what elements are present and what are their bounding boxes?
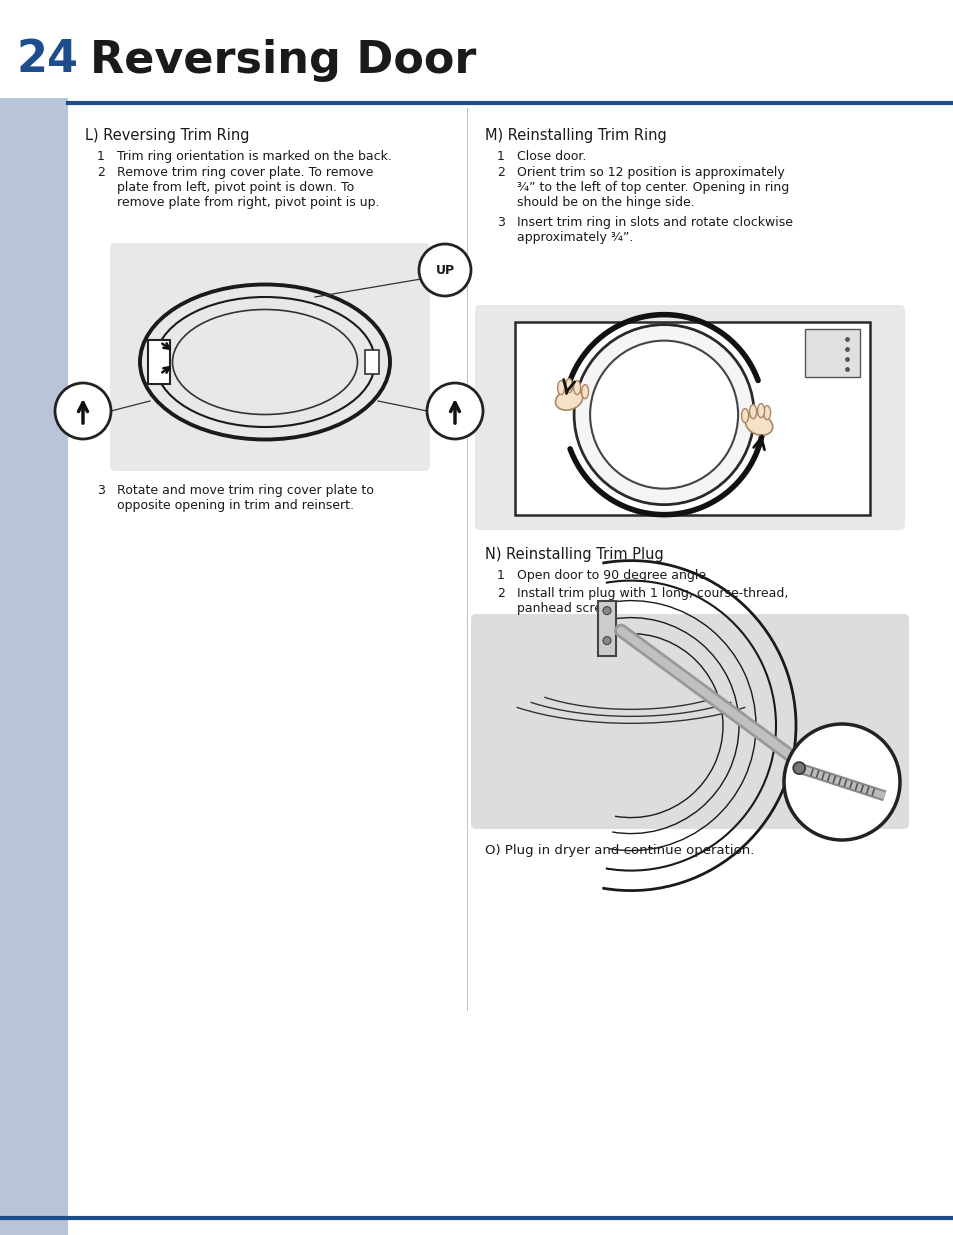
Text: 1: 1: [497, 149, 504, 163]
Ellipse shape: [565, 379, 572, 393]
Bar: [598, 600, 616, 656]
Text: Trim ring orientation is marked on the back.: Trim ring orientation is marked on the b…: [117, 149, 392, 163]
Ellipse shape: [581, 384, 588, 399]
FancyBboxPatch shape: [471, 614, 908, 829]
Circle shape: [602, 636, 610, 645]
FancyBboxPatch shape: [475, 305, 904, 530]
Ellipse shape: [826, 772, 841, 792]
Text: 2: 2: [97, 165, 105, 179]
Ellipse shape: [821, 768, 834, 788]
Circle shape: [574, 325, 753, 505]
Circle shape: [783, 724, 899, 840]
Text: Open door to 90 degree angle.: Open door to 90 degree angle.: [517, 569, 709, 582]
Bar: [0, 0, 68, 1235]
Text: 1: 1: [97, 149, 105, 163]
Text: 3: 3: [97, 484, 105, 496]
Circle shape: [418, 245, 471, 296]
Bar: [0, 0, 953, 98]
Text: L) Reversing Trim Ring: L) Reversing Trim Ring: [85, 128, 250, 143]
Circle shape: [55, 383, 111, 438]
Ellipse shape: [557, 380, 564, 395]
Ellipse shape: [573, 380, 580, 395]
Ellipse shape: [815, 762, 843, 785]
FancyBboxPatch shape: [110, 243, 430, 471]
Ellipse shape: [740, 409, 748, 422]
Bar: [148, 340, 170, 384]
Text: Rotate and move trim ring cover plate to
opposite opening in trim and reinsert.: Rotate and move trim ring cover plate to…: [117, 484, 374, 513]
Text: Install trim plug with 1 long, course-thread,
panhead screw.: Install trim plug with 1 long, course-th…: [517, 587, 787, 615]
Ellipse shape: [757, 404, 763, 417]
Bar: [365, 350, 378, 374]
Text: Remove trim ring cover plate. To remove
plate from left, pivot point is down. To: Remove trim ring cover plate. To remove …: [117, 165, 379, 209]
Text: N) Reinstalling Trim Plug: N) Reinstalling Trim Plug: [484, 547, 663, 562]
Bar: [515, 322, 869, 515]
Ellipse shape: [814, 763, 828, 783]
Text: Reversing Door: Reversing Door: [90, 38, 476, 82]
Text: Insert trim ring in slots and rotate clockwise
approximately ¾”.: Insert trim ring in slots and rotate clo…: [517, 216, 792, 245]
Text: 1: 1: [497, 569, 504, 582]
Text: 3: 3: [497, 216, 504, 228]
Circle shape: [427, 383, 482, 438]
Ellipse shape: [832, 776, 846, 795]
Text: 2: 2: [497, 165, 504, 179]
Circle shape: [602, 606, 610, 615]
Text: 24: 24: [16, 38, 78, 82]
Ellipse shape: [792, 762, 804, 774]
Ellipse shape: [762, 405, 770, 420]
Text: Orient trim so 12 position is approximately
¾” to the left of top center. Openin: Orient trim so 12 position is approximat…: [517, 165, 788, 209]
Text: M) Reinstalling Trim Ring: M) Reinstalling Trim Ring: [484, 128, 666, 143]
Text: UP: UP: [435, 263, 454, 277]
Ellipse shape: [744, 414, 772, 435]
Text: O) Plug in dryer and continue operation.: O) Plug in dryer and continue operation.: [484, 844, 754, 857]
Bar: [804, 329, 859, 377]
Text: 2: 2: [497, 587, 504, 600]
Ellipse shape: [749, 405, 756, 419]
Circle shape: [590, 341, 738, 489]
Ellipse shape: [555, 389, 582, 410]
Text: Close door.: Close door.: [517, 149, 586, 163]
